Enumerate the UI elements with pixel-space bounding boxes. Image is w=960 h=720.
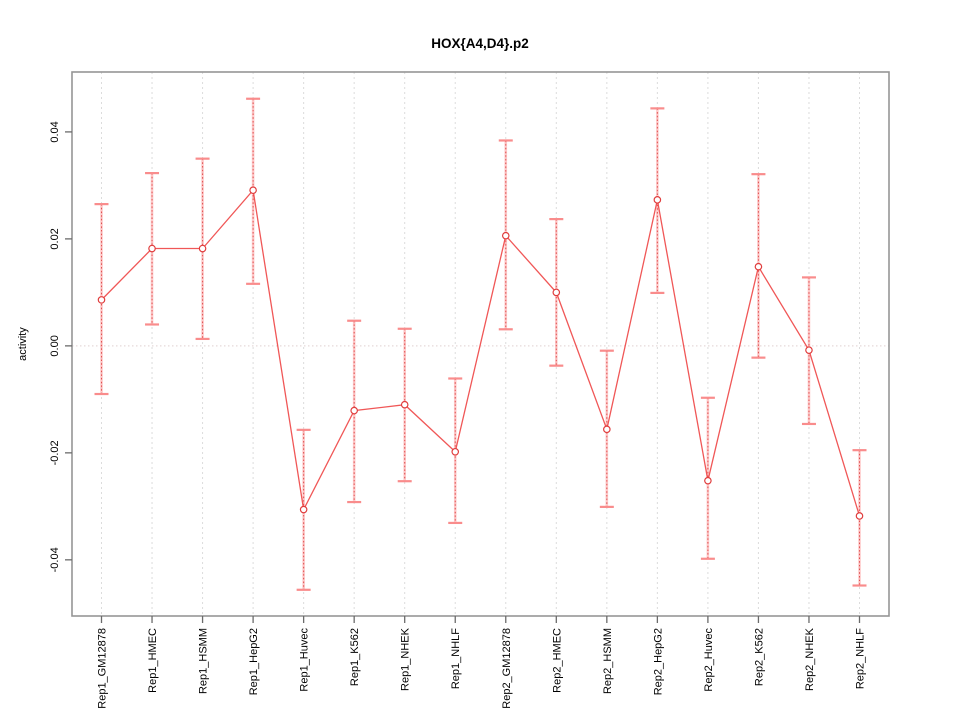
y-tick-label: 0.04 bbox=[49, 121, 61, 142]
data-point-Rep1_K562 bbox=[350, 406, 358, 415]
y-axis-label: activity bbox=[17, 327, 29, 361]
x-tick-label-Rep1_NHEK: Rep1_NHEK bbox=[400, 627, 412, 691]
data-point-Rep1_NHLF bbox=[451, 447, 460, 456]
x-tick-label-Rep2_Huvec: Rep2_Huvec bbox=[703, 628, 715, 692]
series-line-group bbox=[101, 188, 861, 517]
plot-area: -0.04 -0.02 0.00 0.02 0.04 Rep1_GM12878 Rep1_H… bbox=[49, 71, 890, 709]
y-tick-label: 0.00 bbox=[49, 335, 61, 356]
data-points bbox=[97, 186, 864, 520]
x-tick-label-Rep2_NHLF: Rep2_NHLF bbox=[855, 628, 867, 689]
data-point-Rep1_GM12878 bbox=[97, 296, 106, 304]
x-tick-label-Rep1_Huvec: Rep1_Huvec bbox=[299, 628, 311, 692]
x-tick-label-Rep1_K562: Rep1_K562 bbox=[349, 628, 361, 686]
x-tick-label-Rep1_HSMM: Rep1_HSMM bbox=[198, 628, 210, 694]
x-tick-label-Rep2_K562: Rep2_K562 bbox=[753, 628, 765, 686]
y-tick-label: -0.04 bbox=[49, 547, 61, 572]
data-point-Rep2_Huvec bbox=[704, 476, 712, 485]
data-point-Rep2_HMEC bbox=[552, 288, 561, 297]
data-point-Rep1_Huvec bbox=[299, 505, 308, 514]
x-tick-label-Rep2_NHEK: Rep2_NHEK bbox=[804, 627, 816, 691]
x-tick-label-Rep1_HepG2: Rep1_HepG2 bbox=[248, 628, 260, 695]
plot-frame bbox=[71, 71, 890, 617]
data-point-Rep2_NHLF bbox=[855, 512, 864, 520]
x-tick-label-Rep2_GM12878: Rep2_GM12878 bbox=[501, 628, 513, 709]
data-point-Rep1_HMEC bbox=[148, 244, 156, 253]
data-point-Rep2_K562 bbox=[754, 262, 763, 271]
y-tick-label: -0.02 bbox=[49, 440, 61, 465]
x-tick-label-Rep2_HSMM: Rep2_HSMM bbox=[602, 628, 614, 694]
y-tick-label: 0.02 bbox=[49, 228, 61, 249]
x-tick-label-Rep2_HepG2: Rep2_HepG2 bbox=[652, 628, 664, 695]
data-point-Rep1_HSMM bbox=[198, 244, 207, 253]
x-tick-label-Rep2_HMEC: Rep2_HMEC bbox=[551, 628, 563, 693]
data-point-Rep1_NHEK bbox=[400, 400, 409, 409]
data-point-Rep1_HepG2 bbox=[249, 186, 257, 195]
data-point-Rep2_HepG2 bbox=[653, 196, 662, 204]
x-tick-label-Rep1_GM12878: Rep1_GM12878 bbox=[97, 628, 109, 709]
chart-title: HOX{A4,D4}.p2 bbox=[431, 36, 529, 51]
data-point-Rep2_GM12878 bbox=[501, 231, 510, 240]
series-line bbox=[101, 188, 861, 517]
plot-frame-group bbox=[71, 71, 890, 617]
x-tick-label-Rep1_NHLF: Rep1_NHLF bbox=[450, 628, 462, 689]
data-point-Rep2_HSMM bbox=[603, 425, 611, 434]
data-point-Rep2_NHEK bbox=[805, 346, 813, 354]
x-tick-label-Rep1_HMEC: Rep1_HMEC bbox=[147, 628, 159, 693]
axis-ticks bbox=[65, 131, 861, 623]
axis-tick-labels: -0.04 -0.02 0.00 0.02 0.04 Rep1_GM12878 Rep1_H… bbox=[49, 121, 867, 709]
